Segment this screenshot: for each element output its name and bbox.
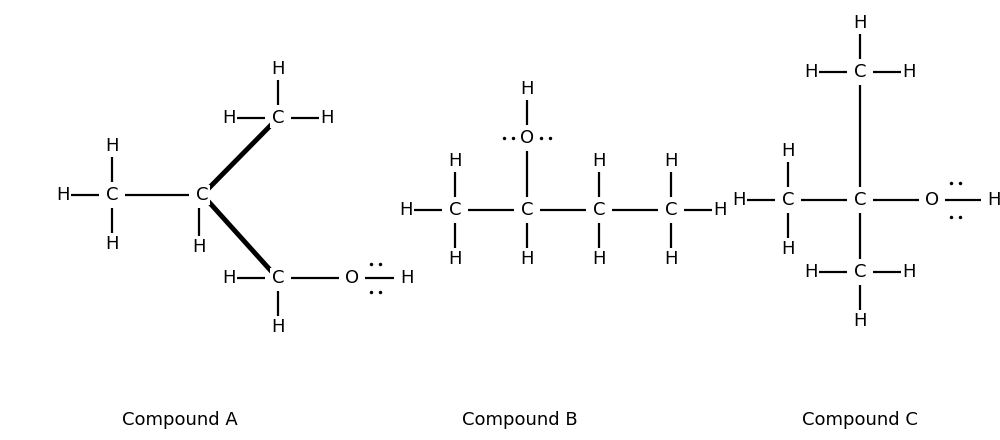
Text: H: H — [902, 63, 915, 81]
Text: C: C — [854, 63, 866, 81]
Text: H: H — [448, 250, 462, 268]
Text: H: H — [271, 60, 285, 78]
Text: C: C — [272, 109, 284, 127]
Text: O: O — [345, 269, 359, 287]
Text: H: H — [902, 263, 915, 281]
Text: Compound A: Compound A — [122, 411, 238, 429]
Text: C: C — [854, 263, 866, 281]
Text: H: H — [57, 186, 70, 204]
Text: C: C — [196, 186, 208, 204]
Text: H: H — [805, 263, 818, 281]
Text: H: H — [192, 238, 206, 256]
Text: H: H — [520, 250, 534, 268]
Text: O: O — [925, 191, 939, 209]
Text: H: H — [664, 152, 678, 170]
Text: H: H — [448, 152, 462, 170]
Text: Compound B: Compound B — [462, 411, 578, 429]
Text: H: H — [592, 250, 606, 268]
Text: H: H — [223, 109, 236, 127]
Text: H: H — [400, 269, 414, 287]
Text: H: H — [320, 109, 333, 127]
Text: C: C — [593, 201, 605, 219]
Text: O: O — [520, 129, 534, 147]
Text: H: H — [592, 152, 606, 170]
Text: H: H — [733, 191, 746, 209]
Text: C: C — [782, 191, 794, 209]
Text: C: C — [854, 191, 866, 209]
Text: C: C — [106, 186, 118, 204]
Text: H: H — [713, 201, 726, 219]
Text: H: H — [781, 142, 795, 160]
Text: H: H — [805, 63, 818, 81]
Text: H: H — [520, 80, 534, 98]
Text: H: H — [853, 14, 867, 32]
Text: C: C — [665, 201, 677, 219]
Text: C: C — [449, 201, 461, 219]
Text: H: H — [664, 250, 678, 268]
Text: H: H — [781, 240, 795, 258]
Text: H: H — [400, 201, 413, 219]
Text: H: H — [223, 269, 236, 287]
Text: C: C — [521, 201, 533, 219]
Text: Compound C: Compound C — [802, 411, 918, 429]
Text: C: C — [272, 269, 284, 287]
Text: H: H — [105, 235, 119, 253]
Text: H: H — [853, 312, 867, 330]
Text: H: H — [105, 137, 119, 155]
Text: H: H — [271, 318, 285, 336]
Text: H: H — [987, 191, 1000, 209]
